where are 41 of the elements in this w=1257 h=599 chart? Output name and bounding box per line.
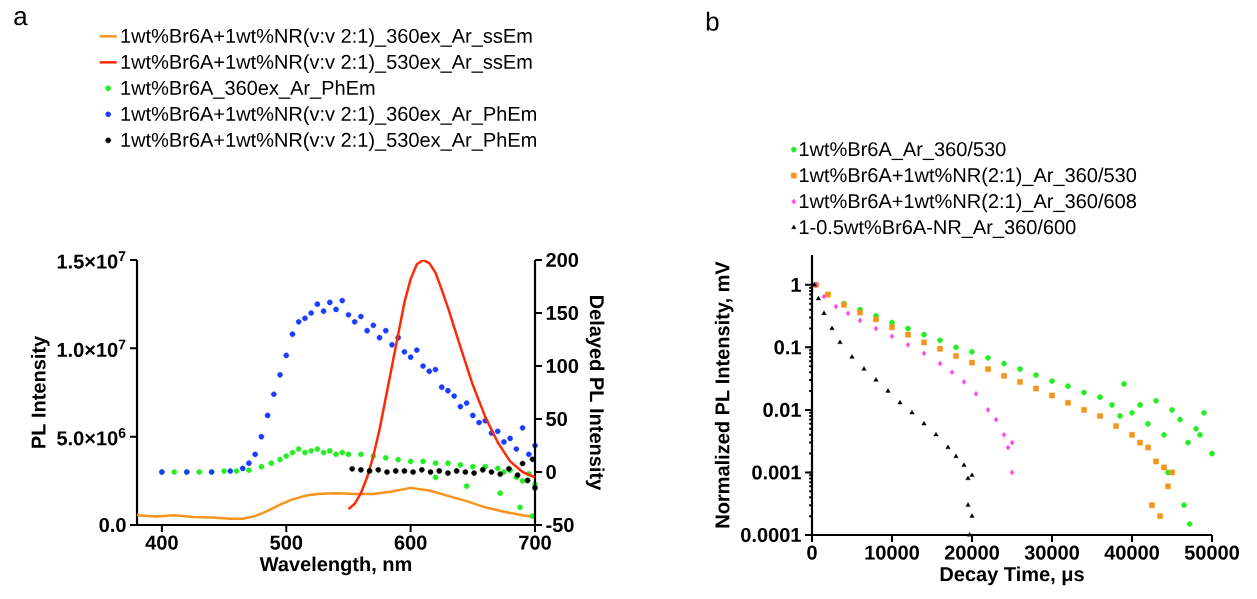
x-tick-label: 0: [807, 545, 817, 560]
y-tick-label: 0.0001: [741, 527, 801, 543]
legend-label: 1wt%Br6A+1wt%NR(2:1)_Ar_360/530: [799, 167, 1137, 187]
y-axis-title: PL Intensity: [30, 335, 50, 448]
legend-label: 1wt%Br6A+1wt%NR(v:v 2:1)_530ex_Ar_PhEm: [121, 132, 537, 151]
y2-tick-label: 50: [546, 411, 567, 427]
legend-label: 1wt%Br6A+1wt%NR(2:1)_Ar_360/608: [799, 193, 1136, 213]
y-tick-label: 0.01: [763, 402, 801, 417]
legend-label: 1wt%Br6A+1wt%NR(v:v 2:1)_530ex_Ar_ssEm: [121, 54, 532, 73]
x-tick-label: 50000: [1184, 545, 1239, 560]
y2-axis-title: Delayed PL Intensity: [585, 296, 605, 491]
y-tick-label: 5.0×10$^{6}$: [57, 427, 126, 446]
chart-title: a: [14, 11, 28, 26]
y2-tick-label: 150: [546, 305, 579, 321]
x-tick-label: 20000: [944, 545, 999, 560]
x-tick-label: 400: [145, 535, 178, 550]
y-tick-label: 0.001: [752, 465, 801, 480]
legend-label: 1wt%Br6A_360ex_Ar_PhEm: [121, 80, 375, 99]
x-axis-title: Decay Time, μs: [940, 566, 1084, 586]
y-tick-label: 1: [791, 277, 801, 292]
y2-tick-label: 0: [546, 464, 556, 480]
x-tick-label: 700: [519, 535, 551, 550]
x-tick-label: 10000: [865, 545, 919, 560]
legend-label: 1-0.5wt%Br6A-NR_Ar_360/600: [799, 219, 1076, 239]
x-axis-title: Wavelength, nm: [259, 556, 412, 576]
y-axis-title: Normalized PL Intensity, mV: [714, 261, 734, 528]
x-tick-label: 500: [270, 535, 303, 550]
y-tick-label: 0.0: [99, 517, 126, 533]
chart-title: b: [706, 11, 719, 31]
legend-label: 1wt%Br6A+1wt%NR(v:v 2:1)_360ex_Ar_PhEm: [121, 106, 537, 125]
y2-tick-label: 200: [546, 252, 579, 268]
legend-label: 1wt%Br6A+1wt%NR(v:v 2:1)_360ex_Ar_ssEm: [121, 28, 532, 47]
y2-tick-label: -50: [546, 517, 574, 533]
y-tick-label: 0.1: [774, 340, 801, 355]
x-tick-label: 40000: [1104, 545, 1159, 560]
y-tick-label: 1.0×10$^{7}$: [57, 339, 126, 357]
x-tick-label: 30000: [1024, 545, 1079, 560]
legend-label: 1wt%Br6A_Ar_360/530: [799, 141, 1006, 161]
y2-tick-label: 100: [546, 358, 579, 374]
x-tick-label: 600: [394, 535, 427, 550]
y-tick-label: 1.5×10$^{7}$: [57, 251, 126, 269]
